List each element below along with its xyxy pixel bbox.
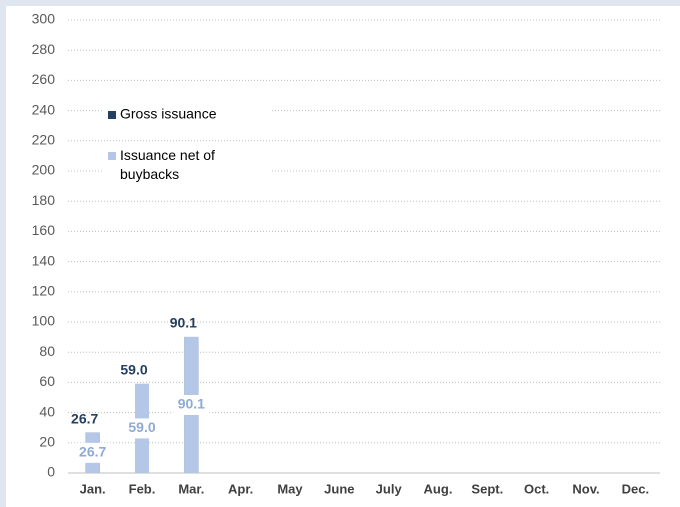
x-tick-label: Nov. [572,481,599,496]
y-tick-label: 0 [47,464,55,480]
x-tick-label: June [324,481,354,496]
x-tick-label: Apr. [228,481,253,496]
y-tick-label: 40 [39,403,55,419]
y-tick-label: 240 [32,101,56,117]
y-tick-label: 100 [32,313,56,329]
y-tick-label: 140 [32,252,56,268]
legend-background [104,103,272,127]
y-tick-label: 280 [32,41,56,57]
y-tick-label: 260 [32,71,56,87]
x-tick-label: Oct. [524,481,549,496]
y-tick-label: 220 [32,132,56,148]
x-tick-label: Aug. [424,481,453,496]
label-background [74,442,111,463]
legend-label: Gross issuance [120,106,217,122]
y-tick-label: 200 [32,162,56,178]
label-background [173,394,210,415]
y-tick-label: 120 [32,283,56,299]
x-tick-label: Dec. [622,481,649,496]
x-tick-label: July [376,481,403,496]
legend-background [104,144,272,188]
legend-swatch [108,152,116,160]
value-label: 90.1 [178,396,205,412]
y-tick-label: 160 [32,222,56,238]
x-tick-label: Feb. [129,481,156,496]
x-tick-label: Sept. [471,481,503,496]
value-label: 59.0 [128,419,155,435]
y-tick-label: 60 [39,373,55,389]
value-label: 59.0 [120,362,147,378]
y-tick-label: 20 [39,434,55,450]
legend-label: Issuance net of buybacks [120,147,215,182]
value-label: 26.7 [79,444,106,460]
plot-background [6,6,680,507]
legend-swatch [108,111,116,119]
value-label: 26.7 [71,410,98,426]
x-tick-label: Jan. [80,481,106,496]
x-tick-label: Mar. [178,481,204,496]
y-tick-label: 300 [32,11,56,27]
y-tick-label: 80 [39,343,55,359]
y-tick-label: 180 [32,192,56,208]
value-label: 90.1 [170,315,197,331]
x-tick-label: May [277,481,303,496]
label-background [124,418,160,439]
